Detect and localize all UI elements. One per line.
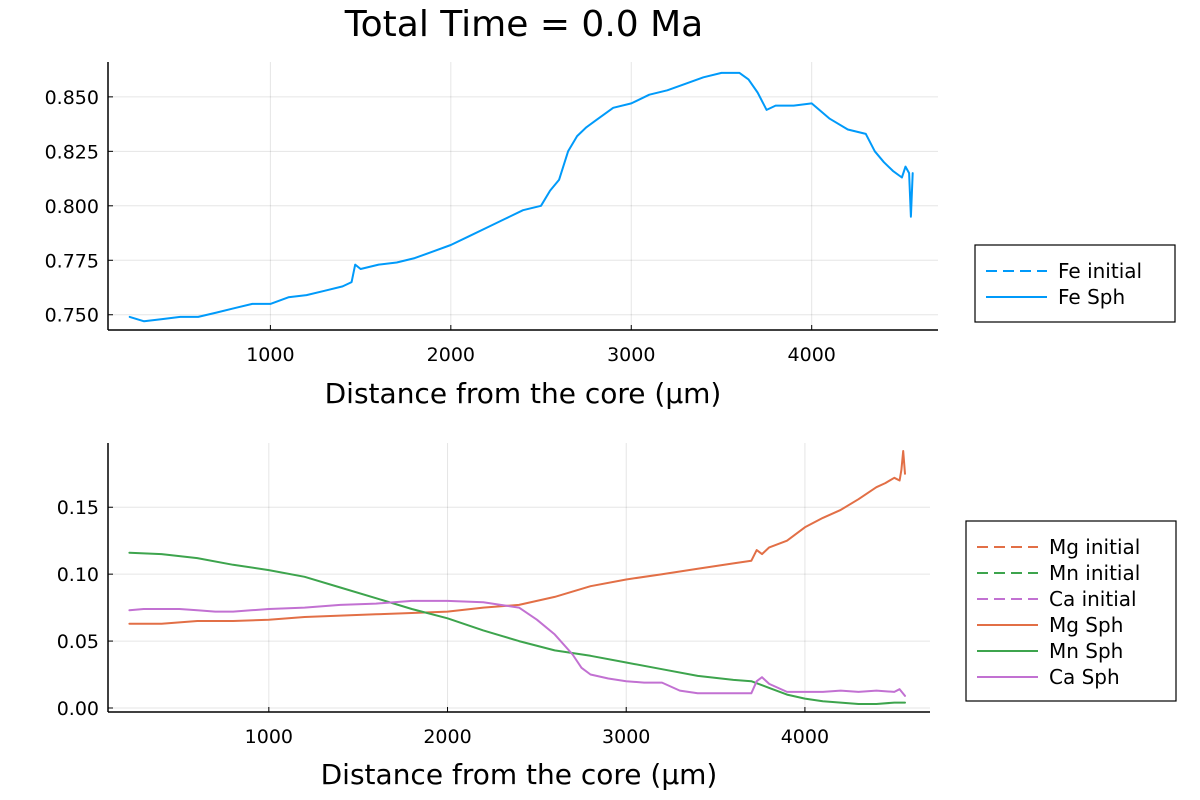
x-tick-label: 3000 <box>607 344 655 366</box>
y-tick-label: 0.15 <box>57 497 99 519</box>
y-tick-label: 0.00 <box>57 698 99 720</box>
legend-box <box>974 244 1176 323</box>
ca-sph-line <box>128 599 906 697</box>
legend-label-mn-sph: Mn Sph <box>1049 639 1123 663</box>
mn-initial-line <box>129 553 905 703</box>
y-tick-label: 0.850 <box>45 87 99 109</box>
y-tick-label: 0.750 <box>45 305 99 327</box>
legend-box <box>965 520 1177 702</box>
y-tick-label: 0.800 <box>45 196 99 218</box>
y-tick-label: 0.825 <box>45 141 99 163</box>
legend-label-mn-initial: Mn initial <box>1049 561 1140 585</box>
x-axis-label: Distance from the core (μm) <box>325 377 722 410</box>
mn-sph-line <box>128 551 906 705</box>
fe-initial-line <box>130 173 913 319</box>
x-axis-label: Distance from the core (μm) <box>321 758 718 791</box>
legend-label-fe-sph: Fe Sph <box>1058 285 1125 309</box>
legend-label-ca-initial: Ca initial <box>1049 587 1137 611</box>
y-tick-label: 0.10 <box>57 564 99 586</box>
legend-label-mg-sph: Mg Sph <box>1049 613 1123 637</box>
y-tick-label: 0.05 <box>57 631 99 653</box>
x-tick-label: 2000 <box>423 726 471 748</box>
figure-title: Total Time = 0.0 Ma <box>344 4 704 45</box>
legend-label-fe-initial: Fe initial <box>1058 259 1142 283</box>
y-tick-label: 0.775 <box>45 250 99 272</box>
x-tick-label: 3000 <box>602 726 650 748</box>
mg-initial-line <box>129 474 905 624</box>
fe-sph-line <box>128 71 914 323</box>
x-tick-label: 4000 <box>788 344 836 366</box>
x-tick-label: 4000 <box>781 726 829 748</box>
legend-label-mg-initial: Mg initial <box>1049 535 1140 559</box>
x-tick-label: 1000 <box>245 726 293 748</box>
mg-sph-line <box>128 450 906 625</box>
ca-initial-line <box>129 610 905 694</box>
x-tick-label: 2000 <box>427 344 475 366</box>
x-tick-label: 1000 <box>246 344 294 366</box>
fe-composition-panel: 1000 2000 3000 4000 0.750 0.775 0.800 0.825 0.85… <box>45 62 1176 410</box>
mg-mn-ca-composition-panel: 1000 2000 3000 4000 0.00 0.05 0.10 0.15 Distance… <box>57 443 1177 791</box>
legend-label-ca-sph: Ca Sph <box>1049 665 1120 689</box>
